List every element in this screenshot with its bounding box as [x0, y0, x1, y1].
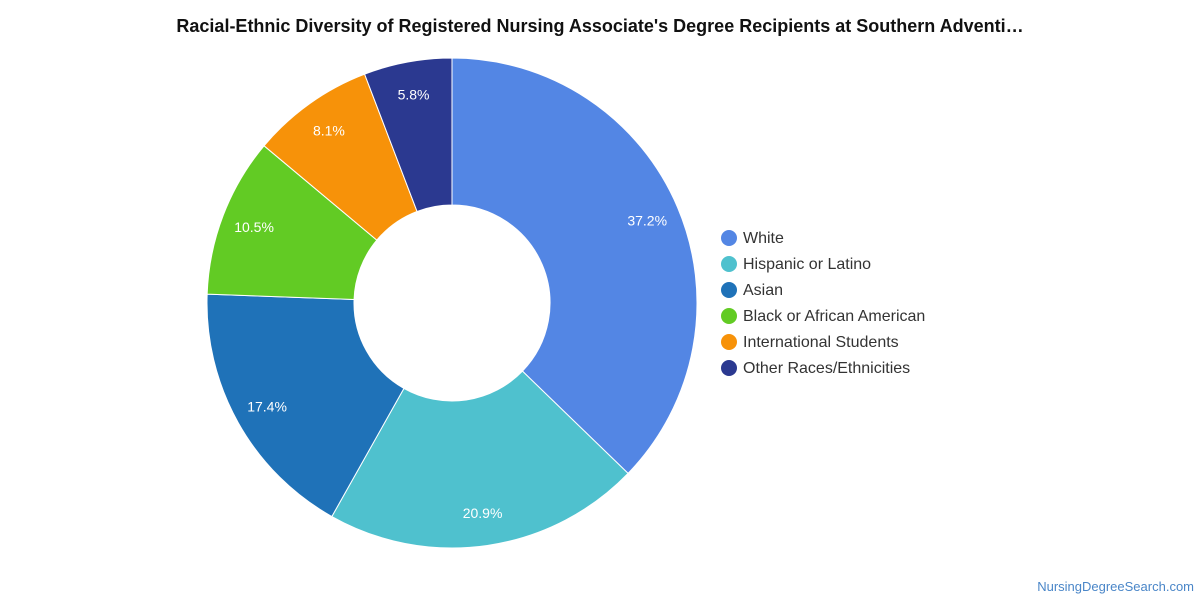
legend-swatch[interactable]	[721, 256, 737, 272]
legend-swatch[interactable]	[721, 334, 737, 350]
legend-swatch[interactable]	[721, 308, 737, 324]
slice-white[interactable]	[451, 57, 698, 475]
slice-black-or-african-american[interactable]	[206, 145, 378, 300]
slice-hispanic-or-latino[interactable]	[331, 370, 629, 549]
legend-label[interactable]: Asian	[743, 282, 783, 299]
legend-swatch[interactable]	[721, 282, 737, 298]
legend-swatch[interactable]	[721, 230, 737, 246]
legend-label[interactable]: Other Races/Ethnicities	[743, 360, 910, 377]
legend-label[interactable]: Black or African American	[743, 308, 925, 325]
slice-asian[interactable]	[206, 293, 405, 518]
slice-label: 20.9%	[463, 505, 503, 521]
slice-label: 8.1%	[313, 122, 345, 138]
slice-label: 5.8%	[398, 87, 430, 103]
chart-title: Racial-Ethnic Diversity of Registered Nu…	[176, 16, 1024, 36]
slice-other-races-ethnicities[interactable]	[363, 57, 453, 213]
slice-label: 37.2%	[627, 212, 667, 228]
source-link[interactable]: NursingDegreeSearch.com	[1037, 579, 1194, 594]
legend-label[interactable]: International Students	[743, 334, 899, 351]
slices-group	[206, 57, 698, 549]
slice-label: 10.5%	[234, 219, 274, 235]
slice-label: 17.4%	[247, 399, 287, 415]
legend-label[interactable]: White	[743, 230, 784, 247]
legend-swatch[interactable]	[721, 360, 737, 376]
slice-labels-group: 37.2% 20.9% 17.4% 10.5% 8.1% 5.8%	[234, 87, 667, 521]
legend: White Hispanic or Latino Asian Black or Afr…	[721, 230, 925, 377]
legend-label[interactable]: Hispanic or Latino	[743, 256, 871, 273]
